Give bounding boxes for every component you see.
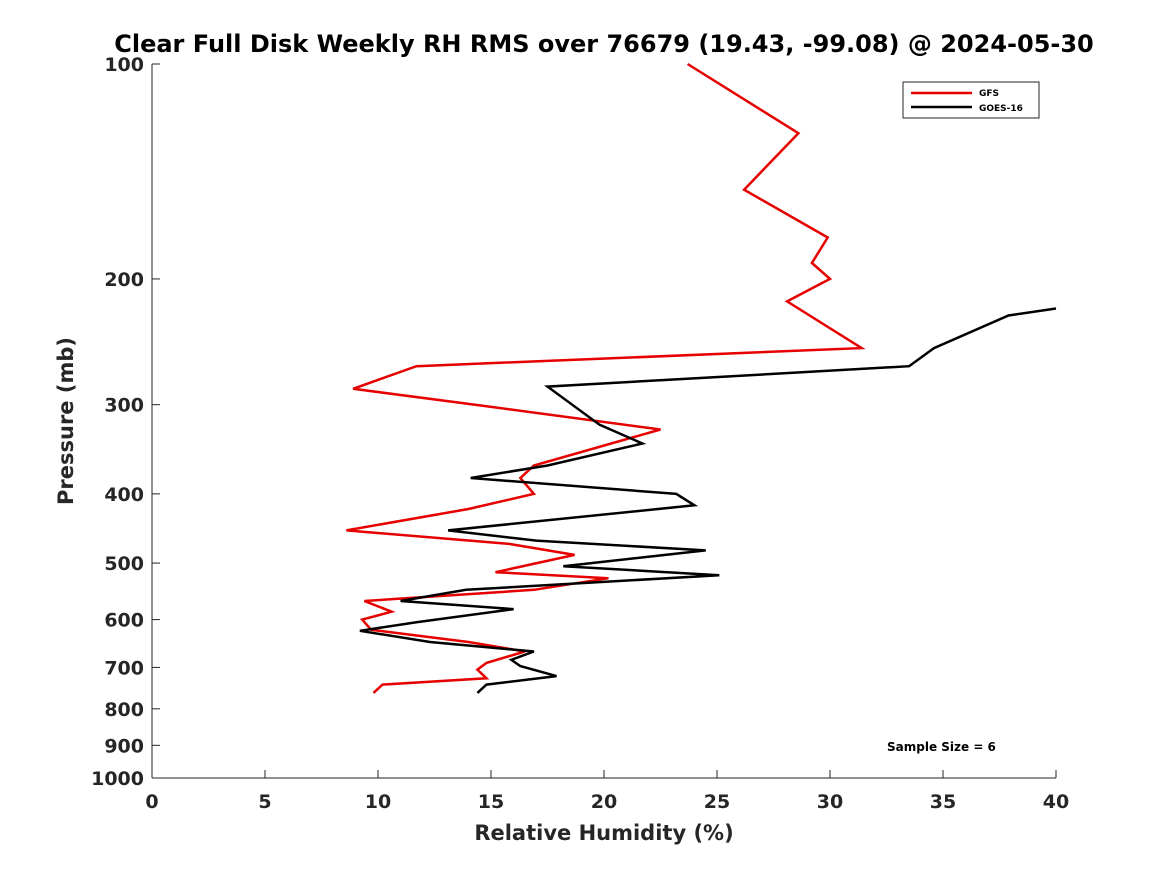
chart-title: Clear Full Disk Weekly RH RMS over 76679…	[114, 30, 1094, 58]
y-tick-label: 900	[104, 735, 144, 757]
y-ticks: 100 200 300 400 500 600 700 800 900 1000	[91, 54, 160, 790]
legend-label-gfs: GFS	[979, 89, 999, 99]
y-tick-label: 400	[104, 484, 144, 506]
y-tick-label: 1000	[91, 768, 144, 790]
x-tick-label: 15	[478, 791, 504, 813]
x-tick-label: 25	[704, 791, 730, 813]
x-tick-label: 30	[817, 791, 843, 813]
x-ticks: 0 5 10 15 20 25 30 35 40	[145, 770, 1069, 813]
legend-label-goes16: GOES-16	[979, 104, 1023, 114]
legend-box	[902, 81, 1040, 119]
y-tick-label: 800	[104, 699, 144, 721]
x-tick-label: 5	[258, 791, 271, 813]
x-tick-label: 10	[365, 791, 391, 813]
y-tick-label: 600	[104, 610, 144, 632]
y-tick-label: 300	[104, 395, 144, 417]
y-axis-label: Pressure (mb)	[54, 337, 78, 505]
series-line-goes16	[359, 307, 1057, 694]
sample-size-annotation: Sample Size = 6	[887, 740, 996, 754]
x-tick-label: 20	[591, 791, 617, 813]
legend: GFS GOES-16	[902, 81, 1040, 119]
x-tick-label: 35	[930, 791, 956, 813]
x-tick-label: 0	[145, 791, 158, 813]
y-tick-label: 200	[104, 269, 144, 291]
y-tick-label: 500	[104, 553, 144, 575]
x-tick-label: 40	[1043, 791, 1069, 813]
y-tick-label: 100	[104, 54, 144, 76]
series-layer	[346, 62, 1057, 694]
x-axis-label: Relative Humidity (%)	[474, 821, 733, 845]
y-tick-label: 700	[104, 657, 144, 679]
